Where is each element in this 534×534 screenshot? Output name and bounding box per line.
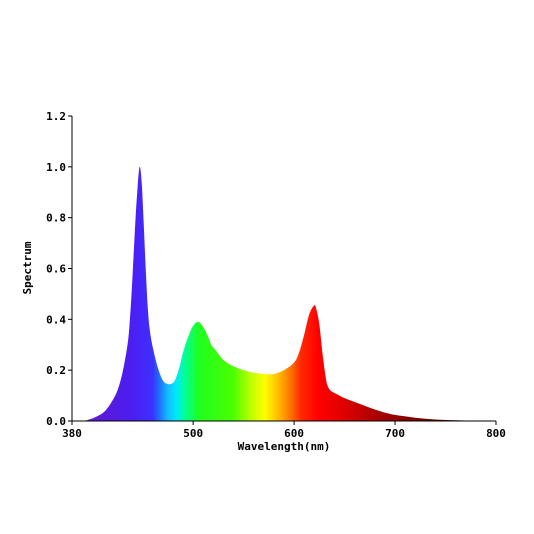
y-tick-label: 0.4 [46,313,66,326]
x-tick-label: 700 [385,427,405,440]
y-tick-label: 0.8 [46,212,66,225]
x-axis-title: Wavelength(nm) [238,440,331,453]
y-tick-label: 1.2 [46,110,66,123]
x-tick-label: 800 [486,427,506,440]
x-ticks: 380 500 600 700 800 [62,421,506,440]
x-tick-label: 600 [284,427,304,440]
spectrum-area [72,166,496,421]
x-tick-label: 500 [183,427,203,440]
x-tick-label: 380 [62,427,82,440]
y-axis-title: Spectrum [21,241,34,294]
plot-area [72,166,496,421]
y-tick-label: 0.2 [46,364,66,377]
y-ticks: 0.0 0.2 0.4 0.6 0.8 1.0 1.2 [46,110,72,428]
y-tick-label: 0.0 [46,415,66,428]
y-tick-label: 0.6 [46,263,66,276]
y-tick-label: 1.0 [46,161,66,174]
